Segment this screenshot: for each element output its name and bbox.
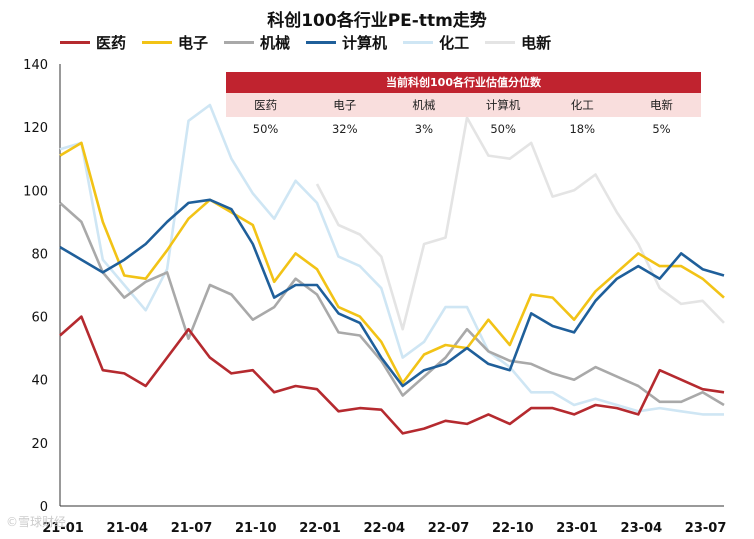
table-row-names: 医药 电子 机械 计算机 化工 电新: [226, 93, 701, 117]
table-cell-name: 计算机: [485, 98, 521, 112]
y-tick-label: 80: [31, 247, 48, 262]
table-row-values: 50% 32% 3% 50% 18% 5%: [226, 117, 701, 141]
legend-swatch: [306, 41, 337, 44]
legend-item: 机械: [224, 32, 290, 53]
table-cell-name: 电新: [649, 98, 673, 112]
table-cell-name: 化工: [570, 98, 594, 112]
valuation-percentile-table: 当前科创100各行业估值分位数 医药 电子 机械 计算机 化工 电新 50% 3…: [226, 72, 701, 141]
legend-label: 计算机: [342, 34, 388, 52]
table-cell-name: 医药: [254, 98, 278, 112]
y-tick-label: 20: [31, 437, 48, 452]
table-cell-value: 32%: [331, 122, 358, 136]
legend-label: 化工: [439, 34, 470, 52]
x-tick-label: 23-01: [556, 521, 598, 536]
table-cell-value: 50%: [252, 122, 279, 136]
legend-item: 计算机: [306, 32, 387, 53]
x-tick-label: 21-04: [106, 521, 148, 536]
legend-item: 化工: [403, 32, 469, 53]
table-cell-name: 电子: [333, 98, 357, 112]
table-cell-value: 5%: [652, 122, 671, 136]
series-lines: [59, 103, 725, 435]
legend-item: 电子: [142, 32, 208, 53]
x-axis-ticks: 21-01 21-04 21-07 21-10 22-01 22-04 22-07 22-10…: [42, 521, 726, 536]
series-line-2: [59, 201, 725, 407]
x-tick-label: 22-04: [364, 521, 406, 536]
chart-title: 科创100各行业PE-ttm走势: [267, 11, 487, 31]
x-tick-label: 22-07: [428, 521, 470, 536]
legend-label: 机械: [260, 34, 291, 52]
legend-label: 电子: [178, 34, 209, 52]
legend-swatch: [485, 41, 516, 44]
legend: 医药 电子 机械 计算机 化工 电新: [60, 32, 740, 53]
legend-item: 医药: [60, 32, 126, 53]
x-tick-label: 21-10: [235, 521, 277, 536]
y-axis-ticks: 0 20 40 60 80 100 120 140: [23, 58, 48, 515]
watermark: ©雪球财经: [6, 515, 67, 529]
y-tick-label: 0: [40, 500, 48, 515]
legend-swatch: [224, 41, 255, 44]
y-tick-label: 140: [23, 58, 48, 73]
series-line-3: [59, 198, 725, 388]
series-line-1: [59, 141, 725, 385]
y-tick-label: 60: [31, 311, 48, 326]
table-cell-value: 50%: [490, 122, 516, 136]
x-tick-label: 22-10: [492, 521, 534, 536]
y-tick-label: 40: [31, 374, 48, 389]
x-tick-label: 21-07: [171, 521, 213, 536]
series-line-0: [59, 315, 725, 435]
legend-swatch: [60, 41, 90, 44]
legend-item: 电新: [485, 32, 551, 53]
y-tick-label: 120: [23, 121, 48, 136]
series-line-5: [315, 116, 725, 331]
legend-label: 电新: [521, 34, 552, 52]
table-cell-name: 机械: [412, 98, 436, 112]
x-tick-label: 23-07: [685, 521, 727, 536]
x-tick-label: 22-01: [299, 521, 341, 536]
table-header: 当前科创100各行业估值分位数: [226, 72, 701, 93]
table-cell-value: 18%: [569, 122, 596, 136]
y-tick-label: 100: [23, 184, 48, 199]
chart-axes: [59, 64, 724, 507]
legend-label: 医药: [96, 34, 127, 52]
legend-swatch: [142, 41, 173, 44]
x-tick-label: 23-04: [621, 521, 663, 536]
table-cell-value: 3%: [414, 122, 434, 136]
legend-swatch: [403, 41, 434, 44]
x-tick-label: 21-01: [42, 521, 84, 536]
